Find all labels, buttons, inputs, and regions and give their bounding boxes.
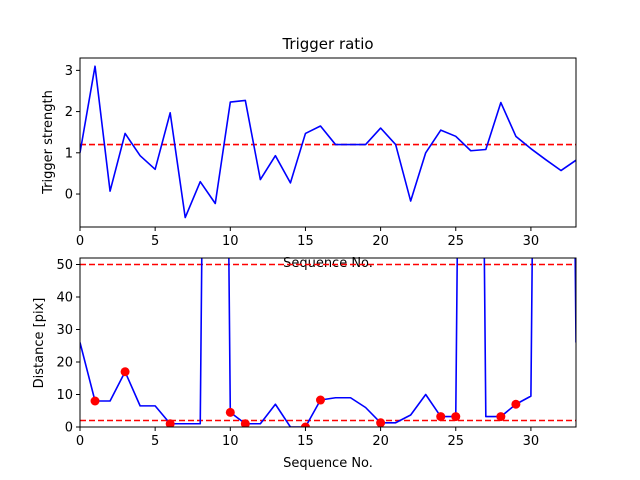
y-tick-label: 50 [56, 258, 73, 273]
x-tick-label: 5 [151, 434, 159, 449]
x-tick-label: 15 [297, 234, 314, 249]
x-tick-label: 10 [222, 234, 239, 249]
data-point [436, 412, 446, 422]
x-tick-label: 5 [151, 234, 159, 249]
x-tick-label: 25 [447, 434, 464, 449]
series-line [80, 65, 576, 219]
x-tick-label: 30 [523, 234, 540, 249]
y-tick-label: 20 [56, 356, 73, 371]
y-axis-label: Distance [pix] [32, 298, 47, 389]
y-tick-label: 40 [56, 291, 73, 306]
series-line [80, 258, 576, 427]
data-point [225, 407, 235, 417]
data-point [120, 367, 130, 377]
data-point [90, 396, 100, 406]
bottom-chart-marks [80, 258, 576, 427]
data-point [300, 422, 310, 427]
x-axis-label: Sequence No. [283, 256, 373, 271]
data-point [451, 412, 461, 422]
data-point [511, 399, 521, 409]
bottom-chart-ticks: 0 5 10 15 20 25 30 0 10 20 30 40 50 [56, 257, 577, 449]
chart-title: Trigger ratio [281, 35, 373, 53]
y-tick-label: 0 [65, 421, 73, 436]
y-tick-label: 0 [65, 188, 73, 203]
y-tick-label: 1 [65, 146, 73, 161]
x-tick-label: 0 [76, 234, 84, 249]
plot-frame [79, 257, 577, 428]
y-axis-label: Trigger strength [41, 90, 56, 195]
y-tick-label: 2 [65, 105, 73, 120]
data-point [165, 419, 175, 427]
y-tick-label: 10 [56, 388, 73, 403]
x-tick-label: 30 [523, 434, 540, 449]
distance-chart: 0 5 10 15 20 25 30 0 10 20 30 40 50 Sequence No. Dis… [32, 257, 577, 471]
plot-frame [79, 57, 577, 228]
y-tick-label: 30 [56, 323, 73, 338]
top-chart-ticks: 0 5 10 15 20 25 30 0 1 2 3 [65, 57, 577, 249]
data-point [315, 395, 325, 405]
y-tick-label: 3 [65, 64, 73, 79]
data-point [376, 418, 386, 427]
data-point [240, 419, 250, 427]
trigger-ratio-chart: Trigger ratio 0 5 10 15 20 25 30 0 1 2 3 Sequence … [41, 35, 577, 271]
x-axis-label: Sequence No. [283, 456, 373, 471]
x-tick-label: 15 [297, 434, 314, 449]
x-tick-label: 10 [222, 434, 239, 449]
top-chart-marks [80, 65, 576, 219]
x-tick-label: 0 [76, 434, 84, 449]
data-point [496, 412, 506, 422]
x-tick-label: 20 [372, 434, 389, 449]
x-tick-label: 25 [447, 234, 464, 249]
x-tick-label: 20 [372, 234, 389, 249]
